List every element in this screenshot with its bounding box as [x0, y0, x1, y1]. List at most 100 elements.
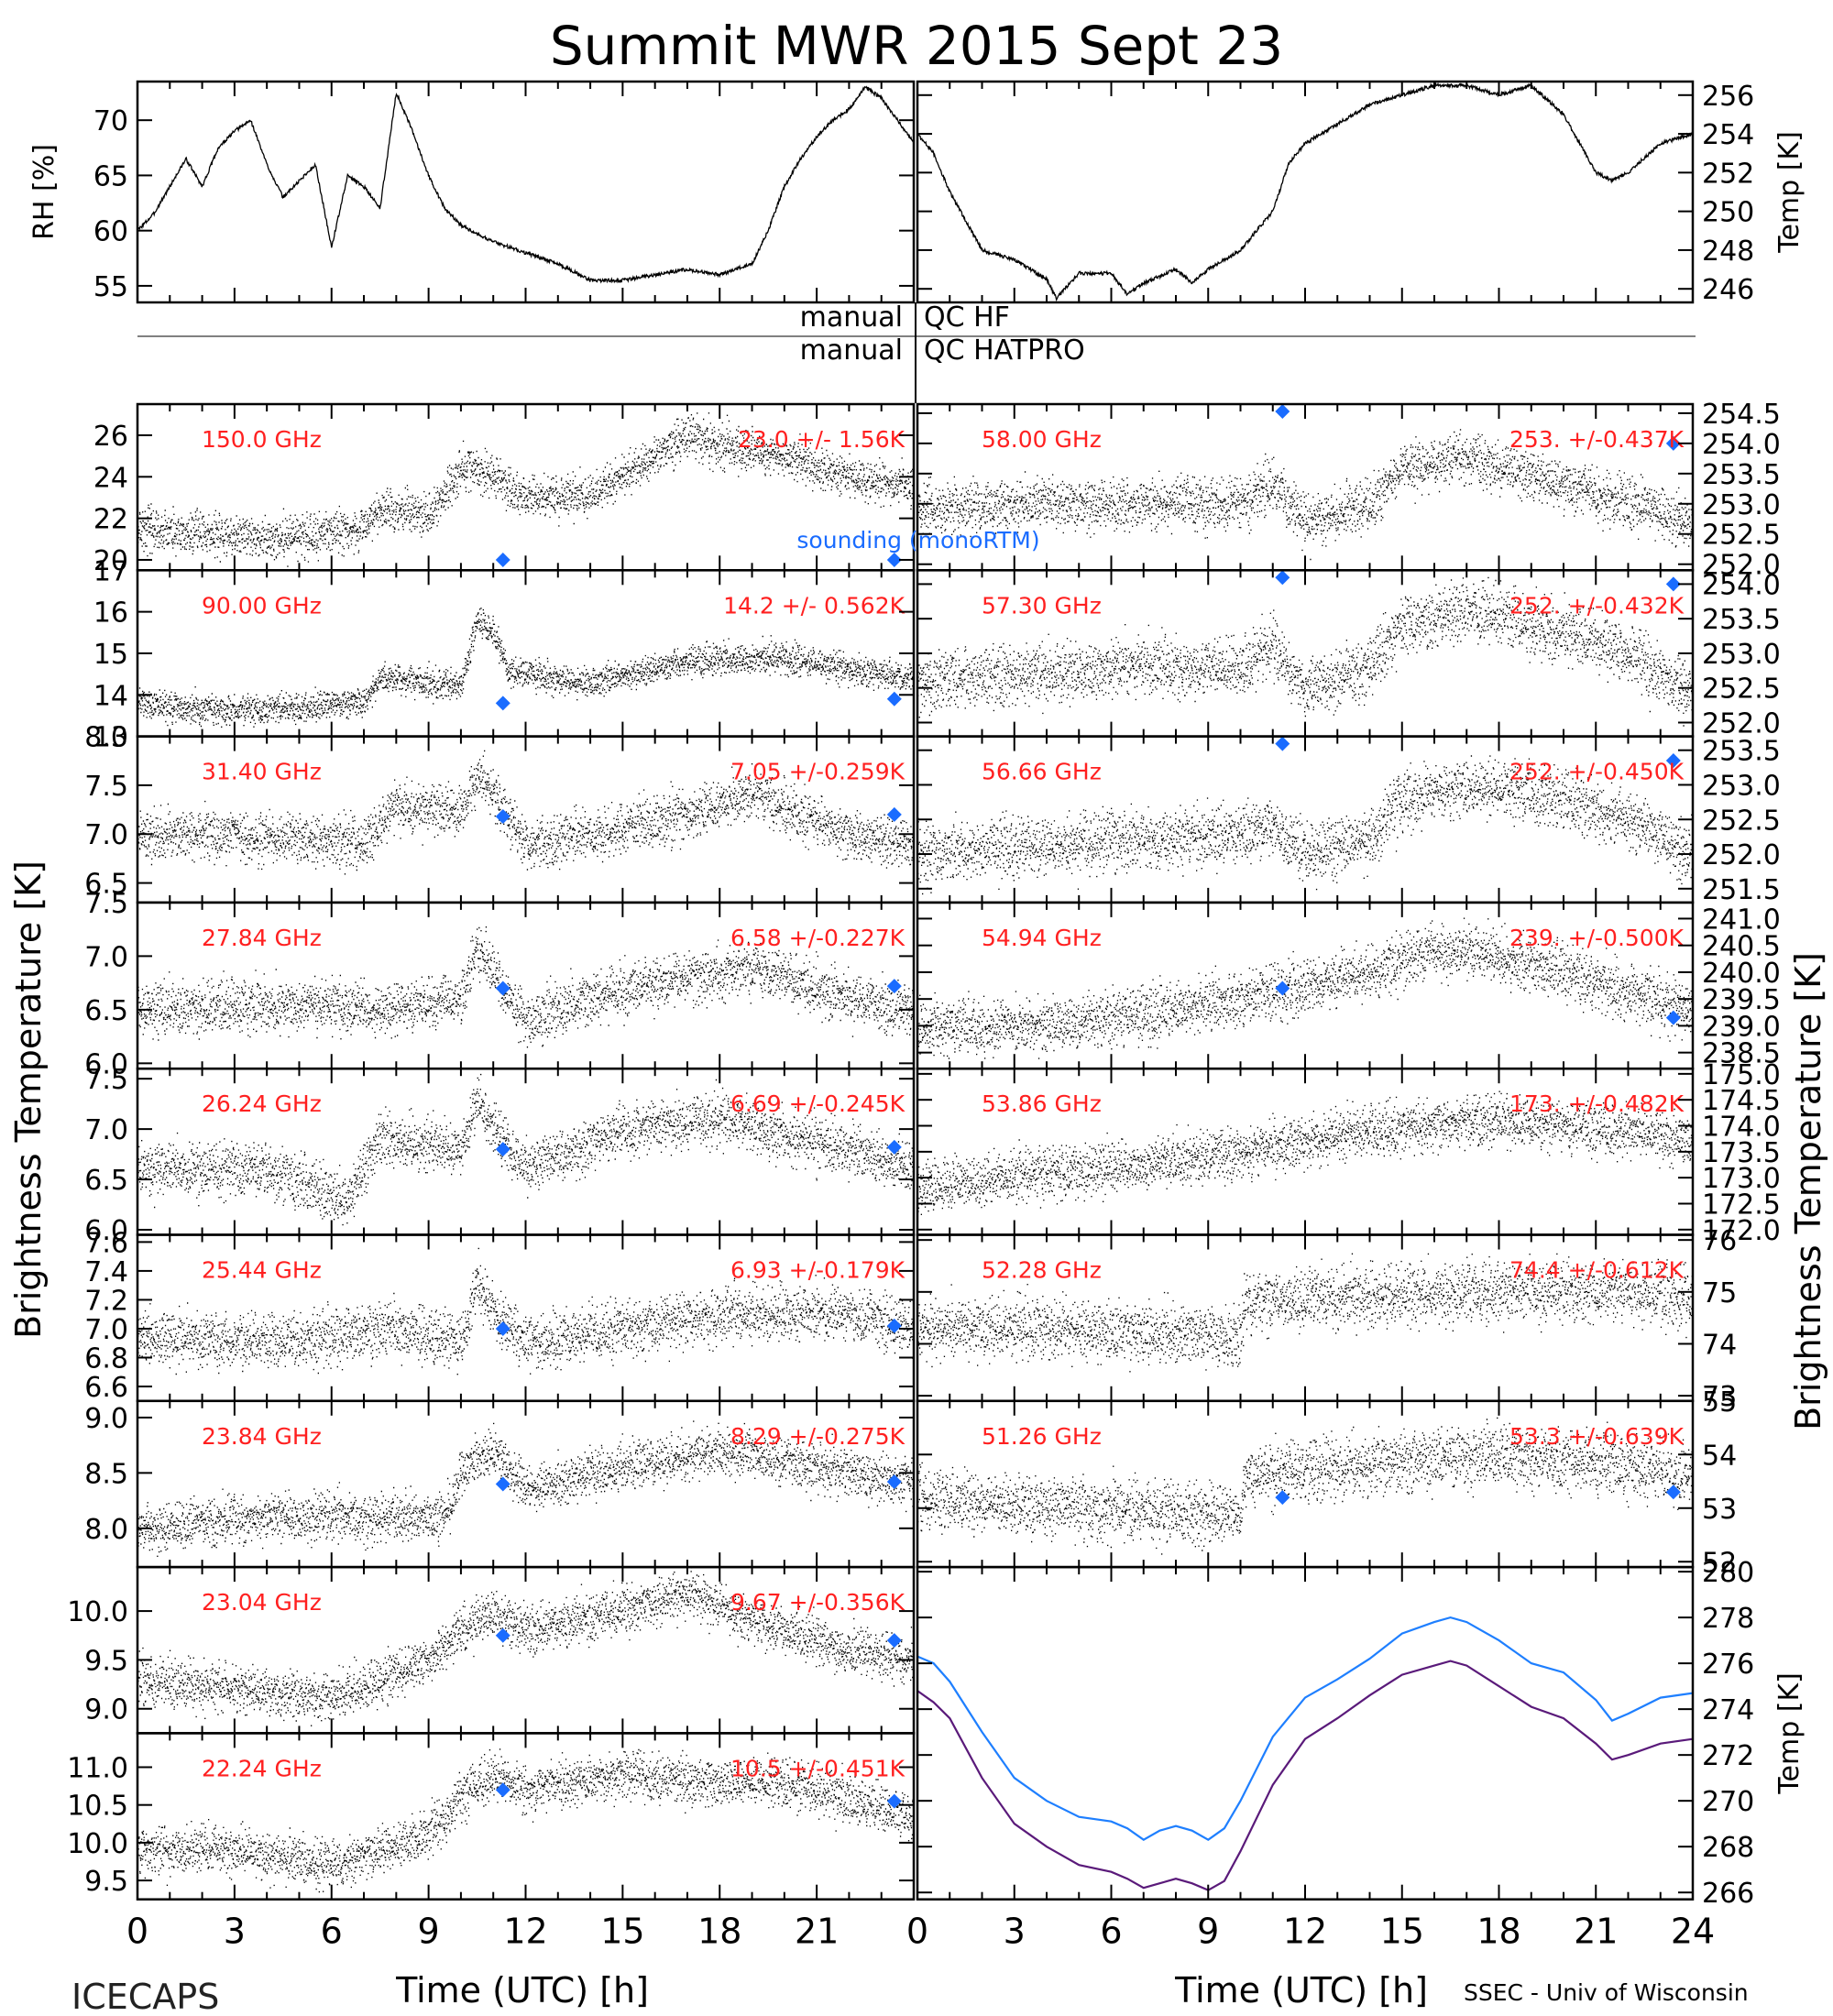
sounding-marker: [1665, 1485, 1681, 1500]
panel-hp57: 57.30 GHz 252. +/-0.432K252.0252.5253.025…: [916, 569, 1781, 740]
y-tick-label: 252: [1702, 158, 1754, 190]
y-tick-label: 240.0: [1702, 958, 1781, 990]
sounding-marker: [495, 981, 510, 996]
y-tick-label: 254.0: [1702, 569, 1781, 601]
y-tick-label: 6.5: [84, 995, 128, 1027]
channel-stat: 7.05 +/-0.259K: [730, 759, 906, 785]
y-tick-label: 53: [1702, 1494, 1737, 1526]
y-tick-label: 253.0: [1702, 770, 1781, 802]
footer-left: ICECAPS: [71, 1977, 219, 2016]
right-ylabel: Brightness Temperature [K]: [1788, 952, 1828, 1430]
y-tick-label: 11.0: [67, 1752, 128, 1784]
y-tick-label: 254.5: [1702, 399, 1781, 431]
y-tick-label: 253.0: [1702, 489, 1781, 521]
x-tick-label-right: 21: [1574, 1912, 1618, 1952]
x-tick-label-right: 18: [1476, 1912, 1520, 1952]
sounding-marker: [1665, 753, 1681, 769]
x-tick-label-left: 6: [321, 1912, 343, 1952]
panel-hp54: 54.94 GHz 239. +/-0.500K238.5239.0239.524…: [916, 901, 1781, 1070]
sounding-marker: [886, 552, 902, 567]
y-tick-label: 6.0: [84, 1215, 128, 1247]
y-tick-label: 8.0: [84, 1514, 128, 1546]
channel-stat: 252. +/-0.432K: [1509, 592, 1685, 619]
y-tick-label: 7.4: [84, 1256, 128, 1288]
sounding-marker: [495, 1476, 510, 1492]
y-tick-label: 252.5: [1702, 805, 1781, 837]
y-tick-label: 268: [1702, 1832, 1754, 1864]
y-tick-label: 14: [93, 680, 128, 712]
y-tick-label: 10.0: [67, 1828, 128, 1860]
y-tick-label: 256: [1702, 81, 1754, 113]
y-tick-label: 241.0: [1702, 904, 1781, 936]
sounding-marker: [886, 806, 902, 822]
y-tick-label: 17: [93, 555, 128, 587]
sounding-marker: [886, 1139, 902, 1155]
y-tick-label: 9.5: [84, 1866, 128, 1898]
y-tick-label: 9.5: [84, 1645, 128, 1677]
panel-temp: 246 248 250 252 254 256 Temp [K]: [916, 80, 1806, 306]
channel-label: 51.26 GHz: [982, 1423, 1102, 1450]
channel-label: 52.28 GHz: [982, 1257, 1102, 1284]
x-tick-label-left: 21: [795, 1912, 839, 1952]
x-tick-label-right: 15: [1380, 1912, 1424, 1952]
y-tick-label: 252.5: [1702, 674, 1781, 706]
sounding-marker: [1275, 981, 1290, 996]
y-tick-label: 54: [1702, 1440, 1737, 1472]
sounding-marker: [1665, 576, 1681, 592]
channel-label: 31.40 GHz: [202, 759, 322, 785]
sounding-marker: [495, 809, 510, 825]
y-tick-label: 252.0: [1702, 550, 1781, 582]
channel-stat: 6.69 +/-0.245K: [730, 1090, 906, 1117]
sounding-marker: [1275, 570, 1290, 586]
channel-stat: 6.93 +/-0.179K: [730, 1257, 906, 1284]
qc-hatpro-left: manual: [800, 334, 903, 367]
y-tick-label: 7.2: [84, 1285, 128, 1317]
y-tick-label: 252.5: [1702, 520, 1781, 552]
y-tick-label: 10.0: [67, 1596, 128, 1628]
sounding-marker: [886, 979, 902, 994]
channel-stat: 253. +/-0.437K: [1509, 426, 1685, 453]
y-tick-label: 253.0: [1702, 639, 1781, 671]
channel-stat: 239. +/-0.500K: [1509, 925, 1685, 951]
sounding-marker: [495, 1627, 510, 1643]
y-tick-label: 274: [1702, 1694, 1754, 1726]
sounding-marker: [495, 696, 510, 711]
y-tick-label: 238.5: [1702, 1038, 1781, 1070]
y-tick-label: 52: [1702, 1547, 1737, 1579]
x-tick-label-left: 15: [600, 1912, 644, 1952]
panel-hf90: 90.00 GHz 14.2 +/- 0.562K 13 14 15 16 17: [93, 555, 916, 754]
channel-label: 58.00 GHz: [982, 426, 1102, 453]
channel-stat: 8.29 +/-0.275K: [730, 1423, 906, 1450]
channel-stat: 173. +/-0.482K: [1509, 1090, 1685, 1117]
x-tick-label-left: 3: [224, 1912, 246, 1952]
panel-hf22: 22.24 GHz 10.5 +/-0.451K 9.5 10.0 10.5 11.0: [67, 1732, 916, 1901]
sounding-marker: [1665, 1010, 1681, 1025]
panel-rh: 55 60 65 70 RH [%]: [28, 80, 916, 304]
y-tick-label: 6.5: [84, 869, 128, 901]
y-tick-label: 239.0: [1702, 1011, 1781, 1043]
channel-label: 22.24 GHz: [202, 1755, 322, 1781]
channel-stat: 252. +/-0.450K: [1509, 759, 1685, 785]
left-ylabel: Brightness Temperature [K]: [8, 860, 49, 1339]
channel-label: 26.24 GHz: [202, 1090, 322, 1117]
y-tick-label: 253.5: [1702, 604, 1781, 636]
x-tick-label-right: 0: [906, 1912, 928, 1952]
channel-label: 56.66 GHz: [982, 759, 1102, 785]
panel-hp53: 53.86 GHz 173. +/-0.482K172.0172.5173.017…: [916, 1059, 1781, 1247]
channel-label: 90.00 GHz: [202, 592, 322, 619]
line-blackbody-hatpro: [916, 1616, 1694, 1842]
y-tick-label: 253.5: [1702, 459, 1781, 491]
y-tick-label: 7.5: [84, 888, 128, 920]
y-tick-label: 246: [1702, 274, 1754, 306]
y-tick-label: 278: [1702, 1603, 1754, 1635]
channel-label: 54.94 GHz: [982, 925, 1102, 951]
panel-hf23_84: 23.84 GHz 8.29 +/-0.275K 8.0 8.5 9.0: [84, 1399, 916, 1569]
y-tick-label: 6.8: [84, 1343, 128, 1375]
y-tick-label: 272: [1702, 1740, 1754, 1772]
panel-hp52: 52.28 GHz 74.4 +/-0.612K 73 74 75 76: [916, 1225, 1737, 1413]
sounding-marker: [886, 1633, 902, 1649]
y-tick-label: 7.6: [84, 1227, 128, 1259]
y-tick-label: 24: [93, 462, 128, 494]
y-tick-label: 9.0: [84, 1403, 128, 1435]
